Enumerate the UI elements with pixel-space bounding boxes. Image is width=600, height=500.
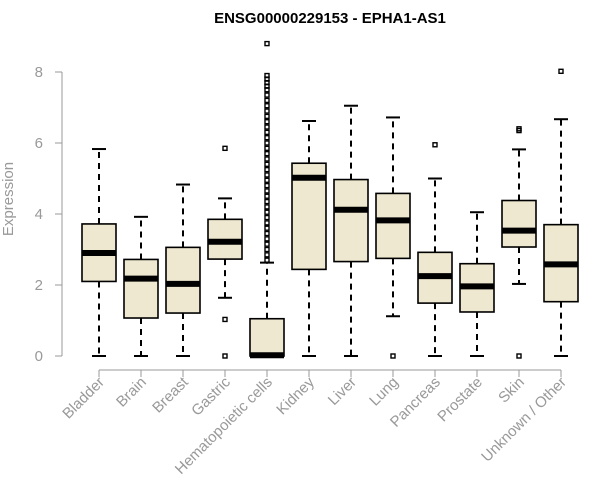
outlier-point bbox=[432, 142, 438, 148]
outlier-point bbox=[264, 236, 270, 242]
outlier-point bbox=[264, 124, 270, 130]
outlier-point bbox=[264, 145, 270, 152]
outlier-point bbox=[264, 172, 270, 178]
y-axis: 0 2 4 6 8 bbox=[35, 64, 63, 365]
outlier-point bbox=[222, 353, 228, 359]
box-group bbox=[249, 40, 285, 359]
y-tick-label: 8 bbox=[35, 64, 43, 81]
box-group bbox=[81, 148, 117, 357]
outlier-point bbox=[264, 134, 270, 141]
outlier-point bbox=[264, 92, 270, 98]
x-tick-label: Prostate bbox=[434, 374, 486, 426]
outlier-point bbox=[264, 156, 270, 162]
box-group bbox=[459, 211, 495, 357]
box-series bbox=[81, 40, 579, 359]
outlier-point bbox=[264, 177, 270, 183]
x-tick-label: Lung bbox=[366, 374, 402, 410]
outlier-point bbox=[264, 198, 270, 205]
outlier-point bbox=[264, 257, 270, 263]
box-group bbox=[123, 215, 159, 357]
outlier-point bbox=[222, 316, 228, 323]
y-tick-label: 4 bbox=[35, 206, 43, 223]
outlier-point bbox=[264, 220, 270, 226]
outlier-point bbox=[264, 204, 270, 210]
outlier-point bbox=[264, 150, 270, 157]
y-tick-label: 2 bbox=[35, 277, 43, 294]
outlier-point bbox=[264, 252, 270, 258]
outlier-point bbox=[264, 166, 270, 173]
outlier-point bbox=[264, 182, 270, 189]
box-group bbox=[501, 126, 537, 359]
outlier-point bbox=[390, 353, 396, 359]
box-group bbox=[375, 116, 411, 359]
box-group bbox=[333, 104, 369, 357]
outlier-point bbox=[264, 161, 270, 168]
outlier-point bbox=[264, 108, 270, 114]
outlier-point bbox=[264, 97, 270, 104]
outlier-point bbox=[264, 225, 270, 231]
box-iqr bbox=[165, 246, 201, 314]
y-axis-label: Expression bbox=[0, 162, 17, 236]
outlier-point bbox=[264, 72, 270, 79]
y-tick-label: 6 bbox=[35, 135, 43, 152]
x-tick-label: Bladder bbox=[59, 374, 108, 423]
outlier-point bbox=[264, 129, 270, 136]
box-iqr bbox=[291, 162, 327, 271]
outlier-point bbox=[264, 140, 270, 146]
box-group bbox=[165, 183, 201, 357]
x-tick-label: Kidney bbox=[273, 373, 318, 418]
box-group bbox=[417, 142, 453, 357]
outlier-point bbox=[264, 214, 270, 221]
box-iqr bbox=[333, 178, 369, 263]
outlier-point bbox=[264, 241, 270, 247]
outlier-point bbox=[264, 188, 270, 194]
outlier-point bbox=[264, 40, 270, 47]
outlier-point bbox=[264, 209, 270, 215]
x-tick-label: Liver bbox=[325, 374, 360, 409]
x-tick-label: Skin bbox=[495, 374, 528, 407]
outlier-point bbox=[558, 68, 564, 74]
x-tick-label: Brain bbox=[113, 374, 150, 411]
outlier-point bbox=[264, 193, 270, 199]
box-group bbox=[207, 145, 243, 359]
outlier-point bbox=[264, 246, 270, 253]
outlier-point bbox=[264, 113, 270, 120]
x-tick-label: Breast bbox=[149, 373, 192, 416]
outlier-point bbox=[264, 230, 270, 237]
outlier-point bbox=[222, 145, 228, 152]
box-iqr bbox=[375, 192, 411, 260]
outlier-point bbox=[264, 118, 270, 125]
chart-title: ENSG00000229153 - EPHA1-AS1 bbox=[214, 10, 446, 27]
outlier-point bbox=[516, 126, 522, 132]
box-iqr bbox=[123, 258, 159, 319]
box-group bbox=[291, 119, 327, 357]
box-iqr bbox=[249, 317, 285, 357]
box-group bbox=[543, 68, 579, 357]
outlier-point bbox=[516, 353, 522, 359]
outlier-point bbox=[264, 103, 270, 109]
y-tick-label: 0 bbox=[35, 348, 43, 365]
box-iqr bbox=[501, 199, 537, 248]
